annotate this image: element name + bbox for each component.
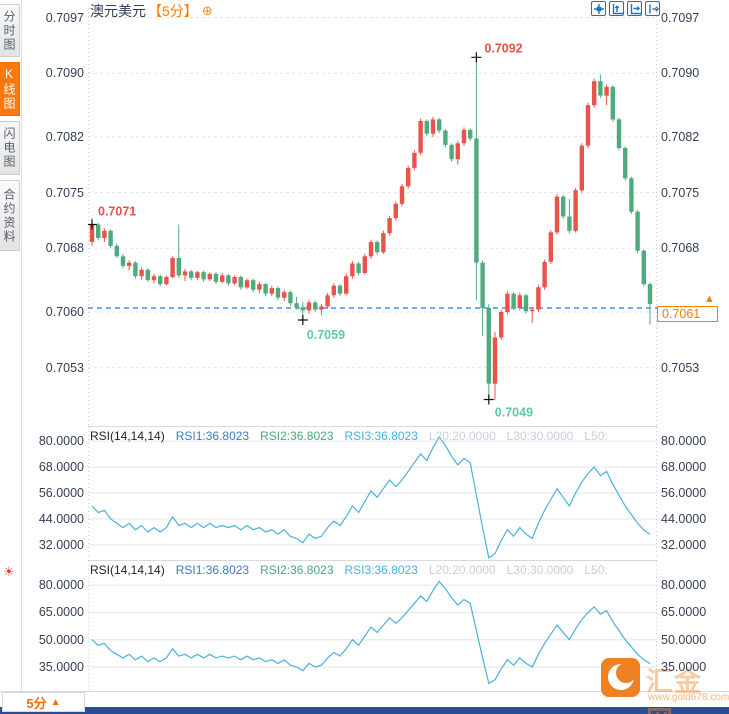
rsi-panel-2-header: RSI(14,14,14) RSI1:36.8023 RSI2:36.8023 RSI… xyxy=(90,563,608,577)
axis-tick-label: 0.7082 xyxy=(661,130,700,144)
axis-tick-label: 0.7090 xyxy=(661,66,700,80)
axis-tick-label: 80.0000 xyxy=(38,578,84,592)
page-title: 澳元美元 xyxy=(90,3,146,19)
axis-tick-label: 0.7075 xyxy=(45,186,84,200)
axis-tick-label: 32.0000 xyxy=(38,538,84,552)
axis-tick-label: 44.0000 xyxy=(38,512,84,526)
chart-toolbar xyxy=(591,1,660,16)
axis-tick-label: 68.0000 xyxy=(661,460,707,474)
axis-tick-label: 68.0000 xyxy=(38,460,84,474)
axis-tick-label: 65.0000 xyxy=(661,605,707,619)
axis-tick-label: 35.0000 xyxy=(38,660,84,674)
rsi-panel-1-header: RSI(14,14,14) RSI1:36.8023 RSI2:36.8023 RSI… xyxy=(90,429,608,443)
period-selector[interactable]: 5分 ▲ xyxy=(2,692,85,712)
panel-separator xyxy=(88,560,657,561)
brand-logo-swirl xyxy=(608,663,636,690)
watermark-brand: 汇金网 xyxy=(646,667,702,714)
svg-text:0.7071: 0.7071 xyxy=(98,205,136,219)
bottom-bar xyxy=(0,707,729,714)
axis-tick-label: 56.0000 xyxy=(661,486,707,500)
candlestick-chart[interactable]: 0.7071 0.7092 0.7059 0.7049 xyxy=(88,8,657,425)
axis-scale-up-icon[interactable] xyxy=(609,1,624,16)
axis-tick-label: 35.0000 xyxy=(661,660,707,674)
axis-tick-label: 0.7060 xyxy=(45,305,84,319)
panel-separator xyxy=(88,426,657,427)
axis-tick-label: 80.0000 xyxy=(38,434,84,448)
axis-tick-label: 0.7097 xyxy=(661,11,700,25)
period-selector-label: 5分 xyxy=(26,695,47,711)
period-label: 【5分】 xyxy=(148,3,198,19)
sidebar-tab-3[interactable]: 闪电图 xyxy=(0,121,20,175)
rsi3-value: RSI3:36.8023 xyxy=(344,429,418,443)
svg-text:0.7049: 0.7049 xyxy=(495,406,533,420)
axis-tick-label: 32.0000 xyxy=(661,538,707,552)
l50-level: L50: xyxy=(584,563,608,577)
axis-tick-label: 0.7053 xyxy=(661,361,700,375)
period-selector-arrow: ▲ xyxy=(50,696,61,708)
axis-tick-label: 0.7075 xyxy=(661,186,700,200)
brand-logo xyxy=(601,658,640,697)
l50-level: L50: xyxy=(584,429,608,443)
current-price-box: 0.7061 xyxy=(657,306,718,322)
axis-tick-label: 80.0000 xyxy=(661,434,707,448)
sidebar-tab-2[interactable]: K线图 xyxy=(0,62,20,116)
l20-level: L20:20.0000 xyxy=(428,429,496,443)
rsi-panel-1[interactable] xyxy=(88,427,657,559)
price-up-arrow: ▲ xyxy=(704,293,715,305)
chart-header: 澳元美元 【5分】 ⊕ xyxy=(90,1,213,21)
l30-level: L30:30.0000 xyxy=(506,563,574,577)
axis-tick-label: 44.0000 xyxy=(661,512,707,526)
rsi2-value: RSI2:36.8023 xyxy=(260,563,334,577)
svg-text:0.7092: 0.7092 xyxy=(484,41,522,55)
crosshair-move-icon[interactable] xyxy=(591,1,606,16)
axis-tick-label: 0.7068 xyxy=(45,241,84,255)
rsi-params: RSI(14,14,14) xyxy=(90,429,165,443)
rsi2-value: RSI2:36.8023 xyxy=(260,429,334,443)
axis-tick-label: 80.0000 xyxy=(661,578,707,592)
axis-tick-label: 50.0000 xyxy=(38,633,84,647)
current-price-value: 0.7061 xyxy=(662,307,701,321)
rsi1-value: RSI1:36.8023 xyxy=(175,563,250,577)
watermark-url: www.gold678.com xyxy=(648,692,729,703)
svg-text:0.7059: 0.7059 xyxy=(307,328,345,342)
sidebar-divider xyxy=(21,0,22,691)
footer-separator xyxy=(0,691,729,692)
axis-tick-label: 56.0000 xyxy=(38,486,84,500)
sidebar-tab-1[interactable]: 分时图 xyxy=(0,4,20,57)
l20-level: L20:20.0000 xyxy=(428,563,496,577)
axis-tick-label: 0.7090 xyxy=(45,66,84,80)
sidebar-tab-4[interactable]: 合约资料 xyxy=(0,180,20,251)
indicator-settings-sun-icon[interactable]: ☀ xyxy=(3,564,15,579)
rsi-panel-2[interactable] xyxy=(88,561,657,690)
axis-tick-label: 0.7097 xyxy=(45,11,84,25)
axis-tick-label: 0.7082 xyxy=(45,130,84,144)
settings-icon[interactable]: ⊕ xyxy=(201,3,213,18)
axis-scale-right-icon[interactable] xyxy=(627,1,642,16)
axis-tick-label: 50.0000 xyxy=(661,633,707,647)
rsi-params: RSI(14,14,14) xyxy=(90,563,165,577)
rsi1-value: RSI1:36.8023 xyxy=(175,429,250,443)
rsi3-value: RSI3:36.8023 xyxy=(344,563,418,577)
axis-tick-label: 0.7053 xyxy=(45,361,84,375)
axis-tick-label: 0.7068 xyxy=(661,241,700,255)
axis-tick-label: 65.0000 xyxy=(38,605,84,619)
l30-level: L30:30.0000 xyxy=(506,429,574,443)
